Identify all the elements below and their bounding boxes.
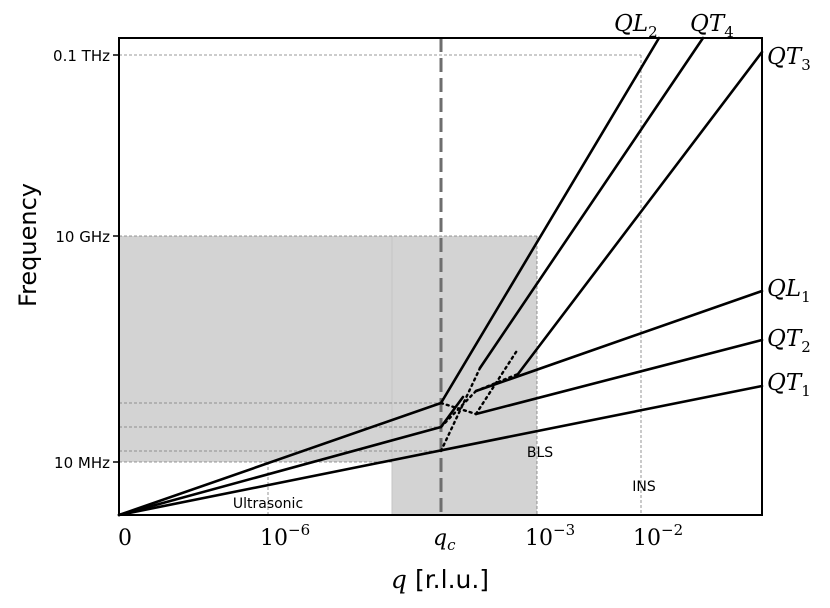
branch-line-qt2 xyxy=(474,338,764,416)
dot-seg-4 xyxy=(474,372,520,393)
plot-frame xyxy=(118,37,763,516)
xtick-qc-sub: c xyxy=(447,536,456,554)
xtick-1e-6-base: 10 xyxy=(260,526,288,551)
branch-label-ql2-sub: 2 xyxy=(648,23,658,41)
branch-line-ql1 xyxy=(474,289,764,393)
xtick-1e-2: 10−2 xyxy=(633,521,683,551)
branch-label-qt3: QT3 xyxy=(767,44,811,74)
branch-lines xyxy=(117,36,764,517)
region-label-ins: INS xyxy=(632,479,656,495)
x-axis-var: q xyxy=(391,565,407,594)
branch-label-ql1: QL1 xyxy=(767,276,811,306)
xtick-1e-3-exp: −3 xyxy=(553,521,575,539)
region-label-ultrasonic: Ultrasonic xyxy=(233,496,303,512)
xtick-1e-3-base: 10 xyxy=(525,526,553,551)
branch-label-qt2-sub: 2 xyxy=(801,338,811,356)
xtick-zero: 0 xyxy=(118,526,132,551)
branch-label-ql2-base: QL xyxy=(614,11,648,37)
branch-label-qt1-sub: 1 xyxy=(801,382,811,400)
region-label-bls: BLS xyxy=(527,445,553,461)
branch-line-qt3 xyxy=(516,50,764,376)
dot-seg-5 xyxy=(474,347,520,416)
bls-ultrasonic-region xyxy=(119,236,537,462)
branch-label-qt4: QT4 xyxy=(690,11,734,41)
ytick-0.1thz: 0.1 THz xyxy=(53,47,110,65)
branch-line-ql1-low xyxy=(117,401,443,517)
xtick-qc: qc xyxy=(433,526,456,554)
branch-label-ql1-sub: 1 xyxy=(801,288,811,306)
crossover-dots xyxy=(439,347,520,453)
dot-seg-2 xyxy=(439,389,478,429)
branch-label-qt3-base: QT xyxy=(767,44,803,70)
xtick-1e-6: 10−6 xyxy=(260,521,310,551)
branch-label-ql2: QL2 xyxy=(614,11,658,41)
xtick-1e-6-exp: −6 xyxy=(288,521,310,539)
x-axis-label: q [r.l.u.] xyxy=(391,565,489,594)
branch-line-ql2 xyxy=(439,36,661,405)
branch-label-qt2: QT2 xyxy=(767,326,811,356)
xtick-qc-base: q xyxy=(433,526,447,551)
branch-line-qt2-low xyxy=(117,425,443,517)
xtick-1e-2-base: 10 xyxy=(633,526,661,551)
ytick-10ghz: 10 GHz xyxy=(55,228,110,246)
branch-line-qt4 xyxy=(478,36,705,370)
branch-label-qt2-base: QT xyxy=(767,326,803,352)
xtick-1e-2-exp: −2 xyxy=(661,521,683,539)
branch-label-qt1-base: QT xyxy=(767,370,803,396)
branch-label-qt4-sub: 4 xyxy=(724,23,734,41)
shaded-region xyxy=(119,236,537,515)
y-axis-label: Frequency xyxy=(14,183,42,307)
y-tick-marks xyxy=(113,54,119,463)
branch-label-ql1-base: QL xyxy=(767,276,801,302)
x-axis-unit: [r.l.u.] xyxy=(415,565,489,594)
branch-label-qt3-sub: 3 xyxy=(801,56,811,74)
xtick-1e-3: 10−3 xyxy=(525,521,575,551)
ytick-10mhz: 10 MHz xyxy=(54,454,110,472)
branch-label-qt4-base: QT xyxy=(690,11,726,37)
bls-lower-region xyxy=(392,462,537,515)
branch-label-qt1: QT1 xyxy=(767,370,811,400)
